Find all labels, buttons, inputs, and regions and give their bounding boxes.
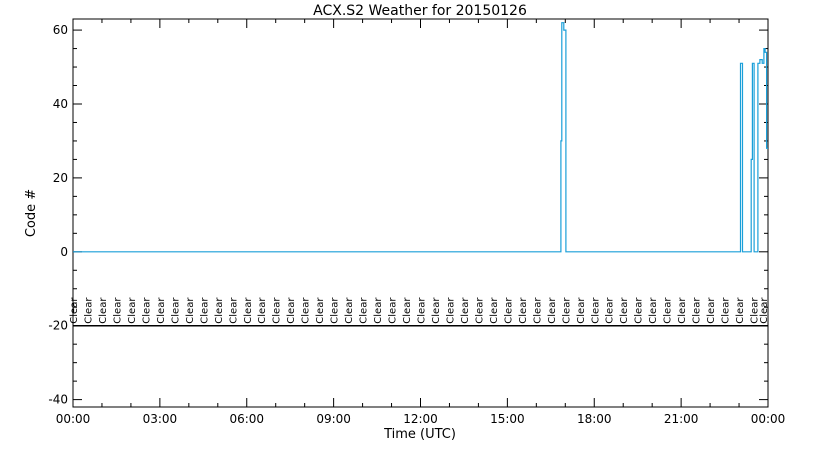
category-label: Clear: [759, 297, 770, 324]
x-tick-label: 15:00: [490, 412, 525, 426]
x-axis-ticks: 00:00 03:00 06:00 09:00 12:00 15:00 18:00 21:00…: [56, 19, 786, 426]
category-label: Clear: [489, 297, 500, 324]
category-label: Clear: [605, 297, 616, 324]
y-tick-label: 0: [60, 245, 68, 259]
category-label: Clear: [170, 297, 181, 324]
category-label: Clear: [402, 297, 413, 324]
y-axis-ticks: -40 -20 0 20 40 60: [48, 23, 768, 407]
y-tick-label: 40: [53, 97, 68, 111]
category-label: Clear: [330, 297, 341, 324]
category-label: Clear: [301, 297, 312, 324]
category-label: Clear: [663, 297, 674, 324]
category-label: Clear: [69, 297, 80, 324]
plot-border: [72, 18, 769, 408]
category-label: Clear: [460, 297, 471, 324]
category-label: Clear: [127, 297, 138, 324]
plot-frame: [72, 18, 769, 408]
category-label: Clear: [576, 297, 587, 324]
chart-title: ACX.S2 Weather for 20150126: [313, 3, 527, 19]
category-label: Clear: [619, 297, 630, 324]
y-axis-label: Code #: [24, 189, 39, 237]
x-tick-label: 00:00: [751, 412, 786, 426]
category-label: Clear: [677, 297, 688, 324]
x-tick-label: 21:00: [664, 412, 699, 426]
category-label: Clear: [518, 297, 529, 324]
category-label: Clear: [445, 297, 456, 324]
series-group: [73, 22, 768, 253]
category-label: Clear: [750, 297, 761, 324]
category-label: Clear: [272, 297, 283, 324]
x-tick-label: 03:00: [143, 412, 178, 426]
category-label: Clear: [721, 297, 732, 324]
category-label: Clear: [417, 297, 428, 324]
y-tick-label: -20: [48, 319, 68, 333]
category-label: Clear: [706, 297, 717, 324]
x-tick-label: 18:00: [577, 412, 612, 426]
category-label: Clear: [388, 297, 399, 324]
category-label: Clear: [344, 297, 355, 324]
category-label: Clear: [590, 297, 601, 324]
category-label: Clear: [532, 297, 543, 324]
category-label: Clear: [692, 297, 703, 324]
category-label: Clear: [141, 297, 152, 324]
category-label: Clear: [373, 297, 384, 324]
category-label: Clear: [112, 297, 123, 324]
category-label: Clear: [98, 297, 109, 324]
category-label: Clear: [735, 297, 746, 324]
category-label: Clear: [315, 297, 326, 324]
category-labels: Clear Clear Clear Clear Clear Clear Clear Clear…: [69, 297, 770, 324]
category-label: Clear: [243, 297, 254, 324]
y-tick-label: 60: [53, 23, 68, 37]
x-tick-label: 00:00: [56, 412, 91, 426]
category-label: Clear: [228, 297, 239, 324]
category-label: Clear: [503, 297, 514, 324]
category-label: Clear: [199, 297, 210, 324]
y-tick-label: -40: [48, 393, 68, 407]
category-label: Clear: [547, 297, 558, 324]
category-label: Clear: [83, 297, 94, 324]
series-line: [73, 22, 768, 253]
category-label: Clear: [156, 297, 167, 324]
category-label: Clear: [561, 297, 572, 324]
category-label: Clear: [185, 297, 196, 324]
x-tick-label: 12:00: [403, 412, 438, 426]
category-label: Clear: [648, 297, 659, 324]
category-label: Clear: [474, 297, 485, 324]
category-label: Clear: [359, 297, 370, 324]
category-label: Clear: [214, 297, 225, 324]
category-label: Clear: [431, 297, 442, 324]
category-label: Clear: [286, 297, 297, 324]
x-tick-label: 09:00: [316, 412, 351, 426]
x-axis-label: Time (UTC): [383, 427, 456, 442]
category-label: Clear: [634, 297, 645, 324]
category-label: Clear: [257, 297, 268, 324]
x-tick-label: 06:00: [229, 412, 264, 426]
y-tick-label: 20: [53, 171, 68, 185]
